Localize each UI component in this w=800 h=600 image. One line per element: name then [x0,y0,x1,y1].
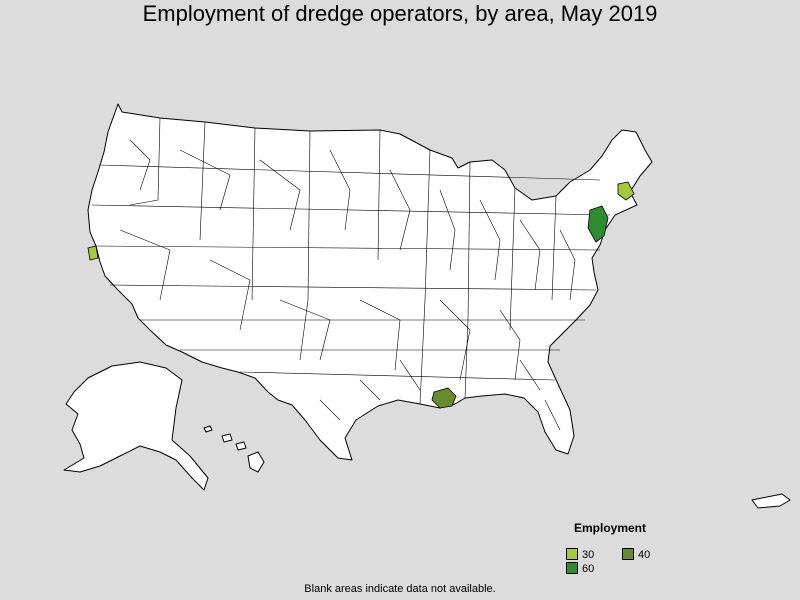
legend-item-30: 30 [566,548,595,561]
legend-swatch-30 [566,548,578,560]
alaska-landmass [63,361,209,491]
puerto-rico [751,493,791,509]
footnote: Blank areas indicate data not available. [304,583,496,595]
area-eastern-massachusetts [617,181,635,201]
legend: Employment 30 40 60 [566,520,676,576]
area-northern-california [87,245,99,261]
legend-swatch-40 [622,548,634,560]
page-title: Employment of dredge operators, by area,… [142,1,658,26]
area-new-jersey-ny [587,205,609,243]
contiguous-us-landmass [87,103,653,461]
legend-label-40: 40 [638,549,651,561]
legend-title: Employment [574,521,647,535]
legend-item-60: 60 [566,562,595,575]
hawaii-islands [203,425,265,473]
legend-swatch-60 [566,562,578,574]
legend-label-30: 30 [582,549,595,561]
area-southeast-louisiana [431,387,457,409]
legend-label-60: 60 [582,563,595,575]
area-borders [91,117,611,431]
legend-item-40: 40 [622,548,651,561]
